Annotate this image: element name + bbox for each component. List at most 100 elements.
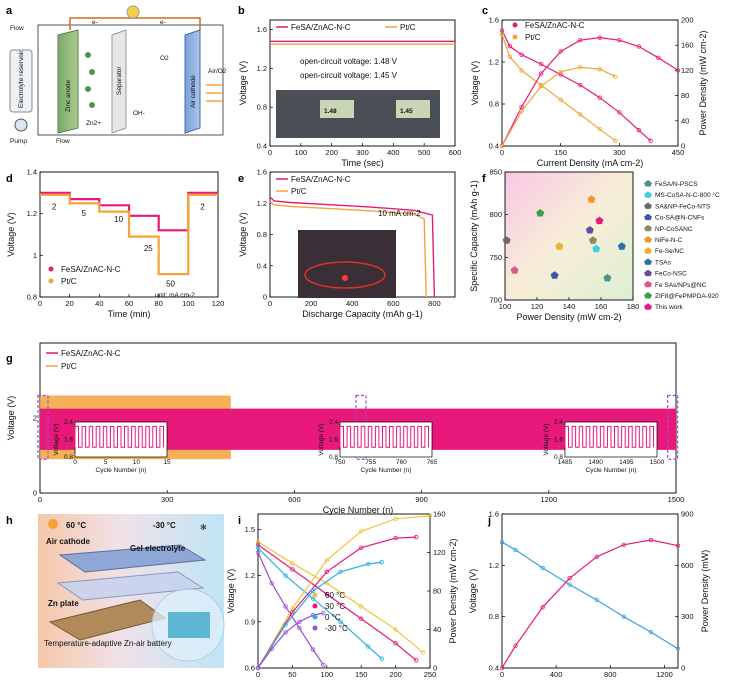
panel-label-j: j — [487, 515, 491, 527]
series-point-2 — [656, 55, 661, 60]
inset-x-tick: 755 — [365, 459, 376, 466]
legend-temp-2-label: 0 °C — [325, 613, 341, 622]
series-point-3 — [578, 65, 583, 70]
panel-h: h 60 °C -30 °C ✻ Air cathode Gel electro… — [6, 514, 225, 668]
zn-ion — [85, 52, 91, 58]
y-tick-label: 1.2 — [257, 64, 267, 73]
series-point-3 — [283, 604, 288, 609]
x-tick-label: 0 — [268, 148, 272, 157]
inset-y-label: Voltage (V) — [543, 423, 550, 455]
x-tick-label: 180 — [627, 302, 640, 311]
y-tick-label: 1 — [33, 251, 37, 260]
legend-temp-1-swatch — [312, 603, 318, 609]
series-5 — [257, 536, 417, 669]
series-point-5 — [324, 569, 329, 574]
rate-step-label: 2 — [52, 203, 57, 212]
legend-label-1: MS-CoSA-N-C-800 °C — [655, 191, 720, 199]
series-point-0 — [648, 138, 653, 143]
series-voltage-point — [621, 614, 627, 619]
series-2 — [501, 36, 679, 147]
y2-tick-label: 200 — [681, 16, 694, 25]
series-point-0 — [290, 561, 295, 566]
y-tick-label: 800 — [489, 210, 502, 219]
y2-tick-label: 0 — [681, 142, 685, 151]
series-point-1 — [359, 616, 364, 621]
y-tick-label: 750 — [489, 253, 502, 262]
chart-d: 0 20 40 60 80 100 120 0.8 1 1.2 1.4 Time (min) Volta… — [6, 168, 224, 320]
series-point-0 — [507, 44, 513, 49]
y-axis-label: Voltage (V) — [238, 61, 248, 106]
series-point-5 — [393, 535, 398, 541]
meter-reading-right: 1.45 — [400, 108, 413, 115]
x-tick-label: 160 — [595, 302, 608, 311]
x-tick-label: 1500 — [668, 495, 685, 504]
y2-tick-label: 900 — [681, 510, 694, 519]
series-voltage-point — [675, 646, 681, 651]
series-point-4 — [359, 529, 364, 534]
inset-cycles — [74, 425, 164, 448]
inset-y-label: Voltage (V) — [318, 423, 325, 455]
inset-y-tick: 0.8 — [554, 454, 563, 461]
inset-y-tick: 1.6 — [554, 437, 563, 444]
inset-cycles — [564, 425, 654, 448]
meter-display-right — [396, 100, 430, 118]
series-point-1 — [519, 68, 524, 73]
legend-marker-0 — [644, 180, 652, 187]
series-point-3 — [310, 647, 316, 652]
zn-ion — [85, 86, 91, 92]
series-power-point — [594, 554, 599, 559]
hot-temp-label: 60 °C — [66, 521, 86, 530]
zoom-marker-0 — [37, 394, 49, 460]
separator — [111, 29, 127, 134]
series-point-0 — [420, 650, 426, 655]
gel-electrolyte-layer — [56, 571, 205, 601]
series-voltage-point — [594, 597, 599, 603]
panel-label-a: a — [6, 5, 13, 17]
x-tick-label: 900 — [415, 495, 428, 504]
y-axis-label: Voltage (V) — [468, 569, 478, 614]
series-point-2 — [538, 71, 544, 76]
inset-0: 0 5 10 15 0.8 1.6 2.4 Cycle Number (n) Voltage (… — [53, 419, 171, 474]
series-point-3 — [297, 625, 302, 631]
legend-marker-6 — [644, 247, 652, 254]
series-voltage — [501, 541, 679, 650]
panel-g: g 0 300 600 900 1200 1500 0 2 Cycle Number (n) Vo… — [6, 342, 685, 515]
legend-label-0: FeSA/N-PSCS — [655, 181, 698, 188]
cold-temp-label: -30 °C — [153, 521, 176, 530]
legend-marker-8 — [644, 269, 652, 277]
series-point-5 — [359, 545, 364, 550]
y-tick-label: 0.4 — [257, 261, 267, 270]
y2-tick-label: 600 — [681, 561, 694, 570]
y2-tick-label: 0 — [433, 664, 437, 673]
meter-display-left — [320, 100, 354, 118]
y-axis-label: Voltage (V) — [470, 61, 480, 106]
x-axis-label: Power Density (mW cm-2) — [516, 312, 621, 322]
flow-label-top: Flow — [10, 25, 24, 32]
panel-i: i 0 50 100 150 200 2500.60.91.21.504080120160… — [226, 510, 458, 681]
ocv-pt-label: open-circuit voltage: 1.45 V — [300, 71, 398, 80]
x-tick-label: 300 — [613, 148, 626, 157]
series-point-0 — [597, 95, 602, 100]
gel-electrolyte-label: Gel electrolyte — [130, 544, 186, 553]
legend-pt-label: Pt/C — [61, 362, 77, 371]
series-point-3 — [499, 143, 505, 149]
plot-frame — [501, 19, 679, 147]
legend-marker-10 — [644, 292, 652, 299]
inset-y-tick: 0.8 — [64, 454, 73, 461]
x-tick-label: 120 — [212, 299, 225, 308]
x-tick-label: 600 — [449, 148, 462, 157]
series-power-point — [513, 643, 518, 648]
scatter-point-2 — [502, 236, 511, 244]
scatter-point-0 — [603, 273, 612, 282]
series-point-1 — [393, 641, 398, 646]
y-tick-label: 0.9 — [245, 617, 255, 626]
legend-label-2: SA&NP-FeCo-NTS — [655, 203, 711, 210]
bulb-icon — [126, 5, 140, 19]
y2-tick-label: 80 — [681, 91, 689, 100]
y2-axis-label: Power Density (mW) — [700, 550, 710, 633]
series-point-5 — [414, 534, 419, 540]
series-point-0 — [359, 604, 364, 609]
x-tick-label: 600 — [387, 299, 400, 308]
panel-e: e 0 200 400 600 800 0 0.4 0.8 1.2 1.6 Discharge Ca… — [238, 168, 456, 319]
